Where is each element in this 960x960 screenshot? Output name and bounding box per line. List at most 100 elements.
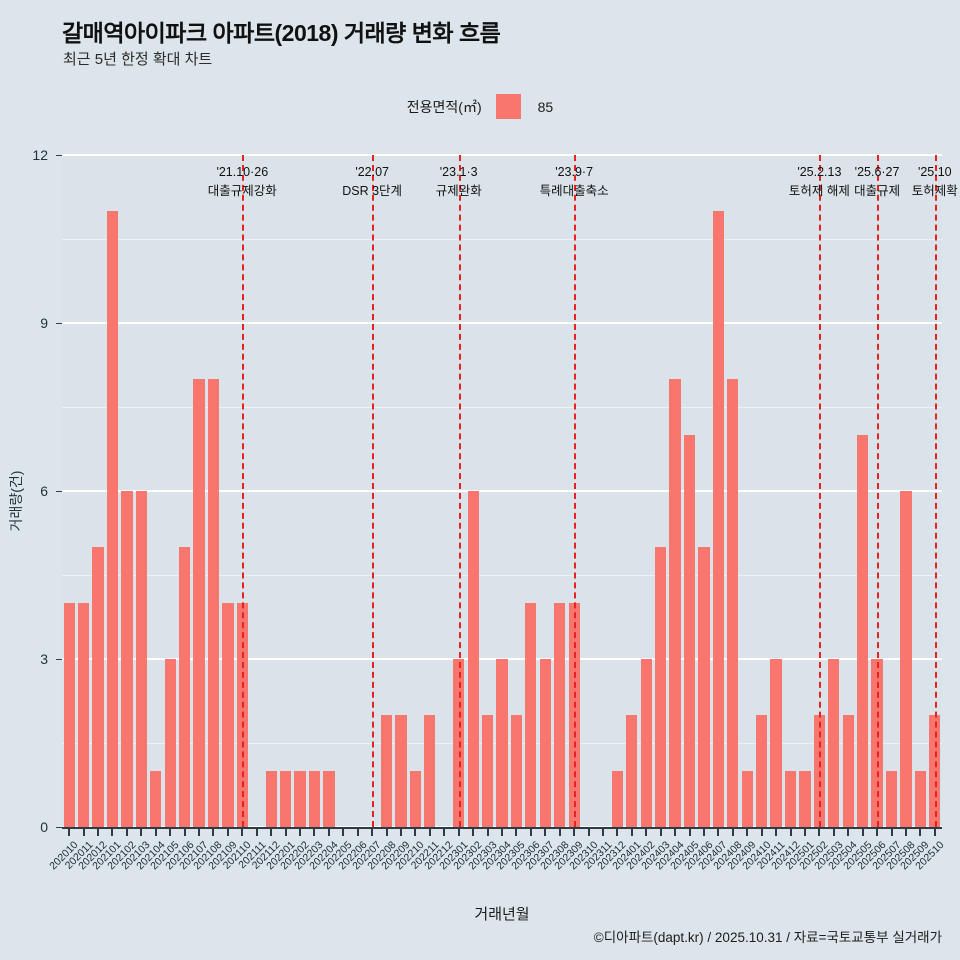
x-tick-mark-202210 — [414, 829, 417, 836]
bar-202107[interactable] — [193, 379, 205, 827]
event-label-202510: '25.10 토허제확 — [912, 163, 958, 202]
bar-202404[interactable] — [669, 379, 681, 827]
bar-202104[interactable] — [150, 771, 162, 827]
bar-202503[interactable] — [828, 659, 840, 827]
x-tick-mark-202110 — [241, 829, 244, 836]
gridline-minor-10.5 — [62, 239, 942, 240]
x-tick-mark-202208 — [385, 829, 388, 836]
event-desc-202502: 토허제 해제 — [788, 184, 850, 199]
bar-202411[interactable] — [770, 659, 782, 827]
bar-202302[interactable] — [467, 491, 479, 827]
x-tick-mark-202308 — [558, 829, 561, 836]
bar-202507[interactable] — [885, 771, 898, 827]
event-label-202301: '23.1·3 규제완화 — [436, 163, 482, 202]
x-axis-title: 거래년월 — [474, 906, 530, 923]
x-tick-mark-202401 — [630, 829, 633, 836]
x-tick-mark-202312 — [616, 829, 619, 836]
x-tick-mark-202107 — [198, 829, 201, 836]
gridline-minor-7.5 — [62, 407, 942, 408]
bar-202305[interactable] — [510, 715, 523, 827]
x-tick-mark-202307 — [544, 829, 547, 836]
x-tick-mark-202404 — [674, 829, 677, 836]
x-tick-mark-202305 — [515, 829, 518, 836]
bar-202509[interactable] — [914, 771, 926, 827]
x-tick-mark-202407 — [717, 829, 720, 836]
bar-202011[interactable] — [78, 603, 90, 827]
x-tick-mark-202112 — [270, 829, 273, 836]
bar-202105[interactable] — [164, 659, 176, 827]
y-tick-label-3: 3 — [40, 651, 48, 667]
chart-subtitle: 최근 5년 한정 확대 차트 — [63, 51, 213, 68]
legend-swatch-85 — [495, 94, 521, 119]
x-tick-mark-202106 — [183, 829, 186, 836]
bar-202203[interactable] — [308, 771, 321, 827]
event-line-202301 — [458, 155, 461, 827]
page-title: 갈매역아이파크 아파트(2018) 거래량 변화 흐름 — [62, 20, 501, 46]
x-tick-mark-202306 — [529, 829, 532, 836]
gridline-9 — [62, 322, 942, 324]
x-tick-mark-202105 — [169, 829, 172, 836]
bar-202102[interactable] — [121, 491, 133, 827]
chart-caption: ©디아파트(dapt.kr) / 2025.10.31 / 자료=국토교통부 실… — [593, 930, 942, 945]
bar-202408[interactable] — [727, 379, 739, 827]
bar-202508[interactable] — [900, 491, 912, 827]
bar-202401[interactable] — [626, 715, 638, 827]
x-tick-mark-202109 — [226, 829, 229, 836]
bar-202303[interactable] — [481, 715, 494, 827]
x-tick-mark-202505 — [861, 829, 864, 836]
x-tick-mark-202501 — [803, 829, 806, 836]
event-date-202309: '23.9·7 — [555, 165, 594, 179]
x-tick-mark-202311 — [601, 829, 604, 836]
x-axis: 202010 202011 202012 202101 202102 202103 2021… — [47, 827, 946, 927]
bar-202410[interactable] — [756, 715, 768, 827]
bar-202307[interactable] — [539, 659, 551, 827]
bar-202109[interactable] — [222, 603, 234, 827]
y-tick-label-6: 6 — [40, 483, 48, 499]
bar-202412[interactable] — [784, 771, 797, 827]
bar-202505[interactable] — [857, 435, 869, 827]
bar-202010[interactable] — [63, 603, 75, 827]
bar-202501[interactable] — [799, 771, 811, 827]
legend: 전용면적(㎡) 85 — [0, 94, 960, 119]
bar-202101[interactable] — [106, 211, 119, 827]
x-tick-mark-202010 — [68, 829, 71, 836]
bar-202209[interactable] — [395, 715, 407, 827]
y-tick-mark-6 — [56, 491, 62, 492]
event-label-202110: '21.10·26 대출규제강화 — [208, 163, 277, 202]
bar-202108[interactable] — [207, 379, 220, 827]
bar-202211[interactable] — [424, 715, 436, 827]
bar-202406[interactable] — [698, 547, 710, 827]
x-tick-mark-202409 — [746, 829, 749, 836]
bar-202407[interactable] — [712, 211, 725, 827]
event-desc-202309: 특례대출축소 — [539, 184, 609, 199]
bar-202201[interactable] — [279, 771, 292, 827]
bar-202112[interactable] — [265, 771, 277, 827]
bar-202504[interactable] — [842, 715, 854, 827]
bar-202306[interactable] — [525, 603, 537, 827]
y-tick-mark-0 — [56, 827, 62, 828]
bar-202402[interactable] — [640, 659, 652, 827]
bar-202103[interactable] — [135, 491, 147, 827]
x-tick-mark-202510 — [933, 829, 936, 836]
x-tick-mark-202304 — [501, 829, 503, 836]
gridline-6 — [62, 490, 942, 492]
bar-202405[interactable] — [683, 435, 696, 827]
x-tick-mark-202102 — [125, 829, 128, 836]
x-tick-mark-202303 — [486, 829, 489, 836]
bar-202304[interactable] — [496, 659, 508, 827]
bar-202210[interactable] — [409, 771, 422, 827]
bar-202204[interactable] — [323, 771, 335, 827]
bar-202312[interactable] — [611, 771, 624, 827]
bar-202106[interactable] — [178, 547, 191, 827]
y-tick-mark-9 — [56, 323, 62, 324]
event-line-202506 — [877, 155, 880, 827]
legend-title: 전용면적(㎡) — [406, 98, 482, 115]
bar-202409[interactable] — [741, 771, 753, 827]
legend-key-label: 85 — [537, 98, 554, 115]
bar-202403[interactable] — [655, 547, 667, 827]
bar-202202[interactable] — [294, 771, 306, 827]
bar-202012[interactable] — [92, 547, 104, 827]
x-axis-line — [62, 827, 942, 829]
bar-202208[interactable] — [380, 715, 393, 827]
bar-202308[interactable] — [554, 603, 566, 827]
